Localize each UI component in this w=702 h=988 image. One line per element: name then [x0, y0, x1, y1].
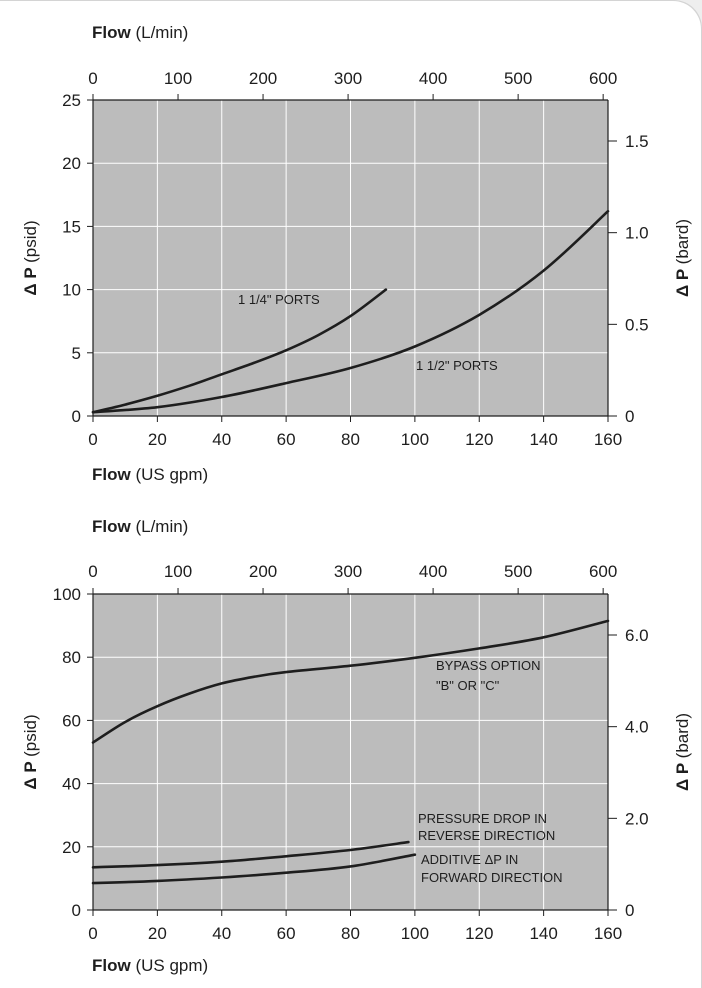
- x-top-tick-label: 100: [164, 69, 192, 88]
- x-top-tick-label: 0: [88, 69, 97, 88]
- y-right-axis-title: Δ P (bard): [673, 713, 692, 791]
- y-left-tick-label: 15: [62, 217, 81, 236]
- y-right-axis-title-bold: Δ P: [673, 758, 692, 791]
- x-bottom-tick-label: 0: [88, 430, 97, 449]
- x-bottom-tick-label: 100: [401, 924, 429, 943]
- y-left-tick-label: 40: [62, 775, 81, 794]
- x-bottom-tick-label: 20: [148, 924, 167, 943]
- annotation-label: 1 1/4" PORTS: [238, 292, 320, 307]
- x-bottom-tick-label: 80: [341, 430, 360, 449]
- x-top-tick-label: 100: [164, 562, 192, 581]
- annotation-label: BYPASS OPTION: [436, 658, 541, 673]
- y-left-axis-title: Δ P (psid): [21, 220, 40, 295]
- y-right-tick-label: 0: [625, 901, 634, 920]
- x-top-tick-label: 500: [504, 562, 532, 581]
- x-bottom-tick-label: 0: [88, 924, 97, 943]
- annotation-label: "B" OR "C": [436, 678, 500, 693]
- x-top-tick-label: 300: [334, 562, 362, 581]
- y-left-tick-label: 0: [72, 407, 81, 426]
- y-right-axis-title-unit: (bard): [673, 219, 692, 264]
- y-left-tick-label: 100: [53, 585, 81, 604]
- x-top-tick-label: 400: [419, 562, 447, 581]
- x-bottom-tick-label: 100: [401, 430, 429, 449]
- x-bottom-axis-title-unit: (US gpm): [135, 465, 208, 484]
- y-left-axis-title: Δ P (psid): [21, 714, 40, 789]
- y-right-tick-label: 1.5: [625, 132, 649, 151]
- y-right-tick-label: 0: [625, 407, 634, 426]
- y-left-tick-label: 20: [62, 154, 81, 173]
- y-left-tick-label: 80: [62, 648, 81, 667]
- x-bottom-axis-title-bold: Flow: [92, 956, 135, 975]
- x-top-axis-title: Flow (L/min): [92, 23, 188, 42]
- y-left-tick-label: 25: [62, 91, 81, 110]
- x-bottom-tick-label: 80: [341, 924, 360, 943]
- x-bottom-axis-title-bold: Flow: [92, 465, 135, 484]
- x-bottom-tick-label: 60: [277, 430, 296, 449]
- series-line-2: [91, 840, 410, 869]
- x-bottom-axis-title-unit: (US gpm): [135, 956, 208, 975]
- x-bottom-tick-label: 160: [594, 430, 622, 449]
- x-top-tick-label: 0: [88, 562, 97, 581]
- x-bottom-tick-label: 120: [465, 430, 493, 449]
- x-bottom-axis-title: Flow (US gpm): [92, 465, 208, 484]
- series-line-1: [91, 288, 388, 414]
- y-right-tick-label: 0.5: [625, 315, 649, 334]
- x-top-axis-title-unit: (L/min): [135, 517, 188, 536]
- y-right-axis-title-bold: Δ P: [673, 264, 692, 297]
- x-top-axis-title: Flow (L/min): [92, 517, 188, 536]
- x-top-tick-label: 200: [249, 562, 277, 581]
- x-top-tick-label: 600: [589, 562, 617, 581]
- y-left-tick-label: 20: [62, 838, 81, 857]
- series-line-1: [91, 619, 610, 744]
- x-top-tick-label: 400: [419, 69, 447, 88]
- annotation-label: PRESSURE DROP IN: [418, 811, 547, 826]
- y-right-tick-label: 6.0: [625, 626, 649, 645]
- y-right-tick-label: 2.0: [625, 809, 649, 828]
- y-left-axis-title-bold: Δ P: [21, 757, 40, 790]
- y-right-tick-label: 1.0: [625, 224, 649, 243]
- y-right-axis-title: Δ P (bard): [673, 219, 692, 297]
- y-left-tick-label: 10: [62, 281, 81, 300]
- x-bottom-tick-label: 40: [212, 430, 231, 449]
- x-top-axis-title-bold: Flow: [92, 23, 135, 42]
- x-bottom-tick-label: 20: [148, 430, 167, 449]
- x-bottom-tick-label: 140: [529, 924, 557, 943]
- y-right-tick-label: 4.0: [625, 718, 649, 737]
- annotation-label: FORWARD DIRECTION: [421, 870, 563, 885]
- x-top-tick-label: 600: [589, 69, 617, 88]
- x-bottom-tick-label: 120: [465, 924, 493, 943]
- x-bottom-tick-label: 60: [277, 924, 296, 943]
- y-left-axis-title-bold: Δ P: [21, 263, 40, 296]
- x-bottom-tick-label: 40: [212, 924, 231, 943]
- annotation-label: ADDITIVE ΔP IN: [421, 852, 518, 867]
- y-left-tick-label: 60: [62, 711, 81, 730]
- y-left-tick-label: 5: [72, 344, 81, 363]
- series-line-2: [91, 209, 610, 414]
- y-left-tick-label: 0: [72, 901, 81, 920]
- x-bottom-tick-label: 140: [529, 430, 557, 449]
- y-left-axis-title-unit: (psid): [21, 220, 40, 263]
- y-right-axis-title-unit: (bard): [673, 713, 692, 758]
- y-left-axis-title-unit: (psid): [21, 714, 40, 757]
- x-top-tick-label: 300: [334, 69, 362, 88]
- series-line-3: [91, 853, 417, 885]
- annotation-label: REVERSE DIRECTION: [418, 828, 555, 843]
- x-top-tick-label: 200: [249, 69, 277, 88]
- x-bottom-tick-label: 160: [594, 924, 622, 943]
- x-top-axis-title-unit: (L/min): [135, 23, 188, 42]
- annotation-label: 1 1/2" PORTS: [416, 358, 498, 373]
- x-top-tick-label: 500: [504, 69, 532, 88]
- x-bottom-axis-title: Flow (US gpm): [92, 956, 208, 975]
- x-top-axis-title-bold: Flow: [92, 517, 135, 536]
